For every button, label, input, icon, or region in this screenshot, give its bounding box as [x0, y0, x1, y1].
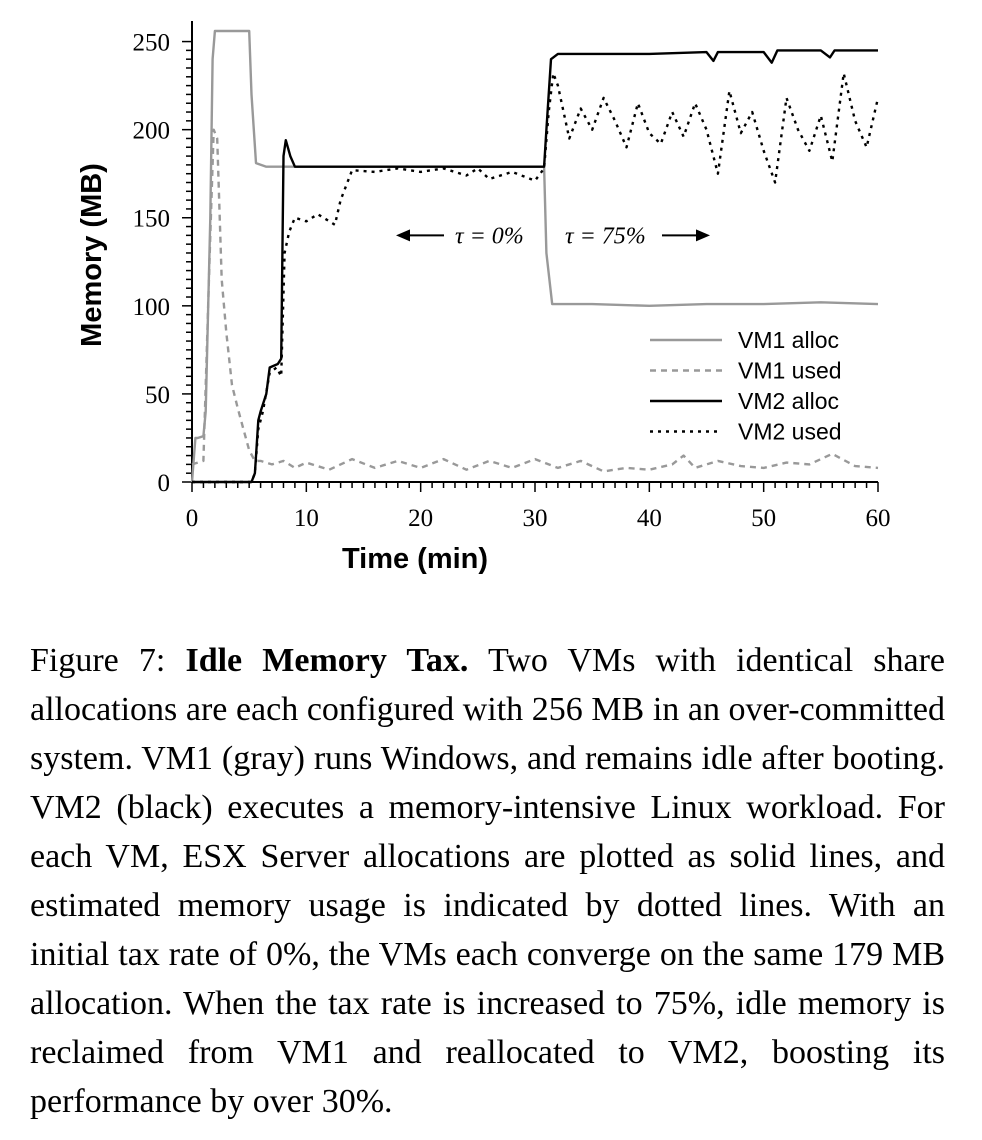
legend-label: VM2 used — [738, 419, 842, 445]
x-tick-label: 20 — [408, 505, 433, 532]
figure: 0 50 100 150 200 250 0 10 20 30 40 50 60 Time (min) Me… — [76, 21, 891, 575]
chart-axes: 0 50 100 150 200 250 0 10 20 30 40 50 60 Time (min) Me… — [76, 21, 891, 575]
y-tick-label: 100 — [133, 294, 171, 321]
series-line-vm2-alloc — [192, 49, 878, 484]
legend-label: VM1 alloc — [738, 327, 839, 353]
x-tick-label: 10 — [294, 505, 319, 532]
chart-annotations: τ = 0% τ = 75% — [396, 223, 710, 249]
y-tick-label: 150 — [133, 206, 171, 233]
figure-caption: Figure 7: Idle Memory Tax. Two VMs with … — [30, 636, 945, 1126]
x-axis-title: Time (min) — [342, 543, 488, 575]
series-line-vm1-used — [191, 128, 879, 473]
y-tick-label: 50 — [145, 382, 170, 409]
chart-series — [190, 29, 880, 484]
chart-legend: VM1 alloc VM1 used VM2 alloc VM2 used — [650, 327, 842, 445]
y-axis-title: Memory (MB) — [76, 163, 108, 347]
series-line-vm1-alloc — [190, 29, 879, 483]
series-line-vm2-used — [192, 72, 880, 484]
x-tick-label: 60 — [866, 505, 891, 532]
y-tick-label: 0 — [158, 470, 171, 497]
left-arrowhead — [396, 229, 410, 242]
x-tick-label: 30 — [523, 505, 548, 532]
tau-right-label: τ = 75% — [565, 223, 646, 249]
legend-label: VM1 used — [738, 358, 842, 384]
x-tick-label: 50 — [751, 505, 776, 532]
x-tick-label: 40 — [637, 505, 662, 532]
caption-text: Two VMs with identical share allocations… — [30, 642, 946, 1120]
x-tick-label: 0 — [186, 505, 199, 532]
y-tick-label: 250 — [133, 30, 171, 57]
figure-title: Idle Memory Tax. — [185, 642, 469, 679]
right-arrowhead — [696, 229, 710, 242]
legend-label: VM2 alloc — [738, 388, 839, 414]
figure-label: Figure 7: — [30, 642, 166, 679]
y-tick-label: 200 — [133, 118, 171, 145]
tau-left-label: τ = 0% — [455, 223, 524, 249]
memory-chart: 0 50 100 150 200 250 0 10 20 30 40 50 60 Time (min) Me… — [76, 21, 891, 575]
